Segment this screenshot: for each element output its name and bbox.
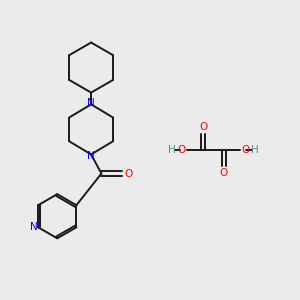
Text: N: N xyxy=(87,151,95,161)
Text: O: O xyxy=(177,145,186,155)
Text: H: H xyxy=(168,145,176,155)
Text: N: N xyxy=(30,222,38,232)
Text: H: H xyxy=(251,145,259,155)
Text: N: N xyxy=(87,98,95,108)
Text: O: O xyxy=(241,145,249,155)
Text: O: O xyxy=(199,122,207,132)
Text: O: O xyxy=(220,168,228,178)
Text: O: O xyxy=(124,169,133,178)
